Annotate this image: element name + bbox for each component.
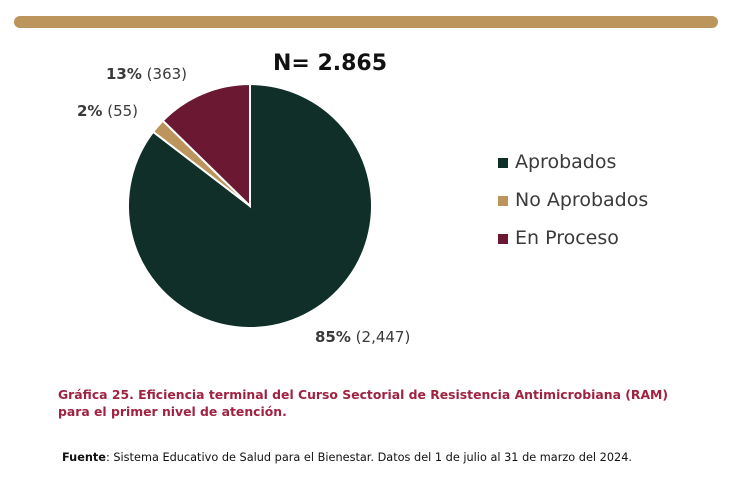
legend-label-en-proceso: En Proceso bbox=[515, 227, 619, 249]
data-label-no-aprobados: 2% (55) bbox=[77, 102, 138, 120]
pie-slice-en-proceso bbox=[161, 82, 251, 209]
source-note: Fuente: Sistema Educativo de Salud para … bbox=[62, 451, 722, 464]
pie-slices bbox=[127, 82, 373, 329]
legend: Aprobados No Aprobados En Proceso bbox=[498, 151, 648, 249]
legend-label-no-aprobados: No Aprobados bbox=[515, 189, 648, 211]
source-label: Fuente bbox=[62, 451, 106, 464]
legend-label-aprobados: Aprobados bbox=[515, 151, 616, 173]
decorative-top-bar bbox=[14, 16, 718, 28]
legend-swatch-aprobados bbox=[498, 158, 508, 168]
legend-swatch-en-proceso bbox=[498, 234, 508, 244]
legend-swatch-no-aprobados bbox=[498, 196, 508, 206]
chart-caption: Gráfica 25. Eficiencia terminal del Curs… bbox=[58, 387, 669, 419]
data-label-aprobados: 85% (2,447) bbox=[315, 328, 410, 346]
pie-chart: N= 2.865 85% (2,447) 2% (55) 13% (363) Apr… bbox=[77, 51, 648, 346]
pie-data-labels: 85% (2,447) 2% (55) 13% (363) bbox=[77, 65, 410, 346]
data-label-en-proceso: 13% (363) bbox=[106, 65, 187, 83]
source-text: : Sistema Educativo de Salud para el Bie… bbox=[105, 451, 632, 464]
total-count-label: N= 2.865 bbox=[273, 51, 387, 76]
